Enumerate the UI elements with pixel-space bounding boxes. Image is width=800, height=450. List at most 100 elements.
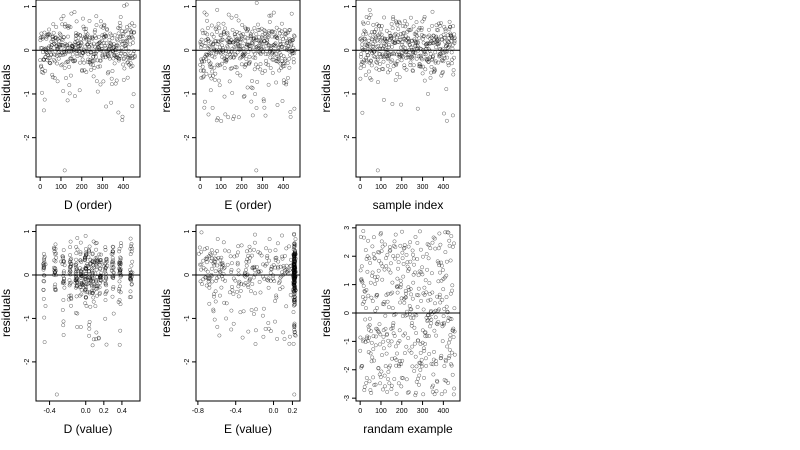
data-point <box>76 32 80 37</box>
data-point <box>277 68 282 73</box>
data-point <box>110 294 115 299</box>
data-point <box>422 348 427 353</box>
data-point <box>400 34 405 39</box>
data-point <box>234 65 239 70</box>
data-point <box>201 68 206 73</box>
data-point <box>260 313 265 318</box>
data-point <box>411 63 416 68</box>
data-point <box>448 337 452 342</box>
data-point <box>288 114 293 119</box>
data-point <box>267 237 272 242</box>
data-point <box>441 59 446 64</box>
data-point <box>200 28 205 33</box>
data-point <box>97 275 102 280</box>
data-point <box>449 61 454 66</box>
y-tick-label: -2 <box>24 359 31 365</box>
data-point <box>273 248 278 253</box>
data-point <box>401 262 406 266</box>
data-point <box>119 45 124 50</box>
data-point <box>364 31 369 36</box>
data-point <box>47 60 52 65</box>
x-tick-label: 200 <box>76 184 88 191</box>
data-point <box>289 11 294 16</box>
data-point <box>267 258 271 263</box>
data-point <box>254 265 259 269</box>
data-point <box>129 242 134 246</box>
data-point <box>365 336 369 341</box>
data-point <box>280 285 285 290</box>
data-point <box>380 54 385 59</box>
data-point <box>436 28 440 33</box>
data-point <box>447 340 451 345</box>
data-point <box>386 369 391 374</box>
data-point <box>393 312 398 316</box>
data-point <box>361 235 366 240</box>
y-tick-label: 0 <box>184 48 191 52</box>
data-point <box>446 230 451 235</box>
data-point <box>75 247 80 252</box>
data-point <box>234 29 239 34</box>
data-point <box>363 248 368 253</box>
data-point <box>266 285 271 290</box>
data-point <box>91 295 96 300</box>
y-tick-label: 1 <box>24 5 31 9</box>
data-point <box>386 54 391 59</box>
data-point <box>287 268 292 273</box>
data-point <box>100 49 105 54</box>
data-point <box>112 33 117 38</box>
data-point <box>393 256 398 261</box>
data-point <box>292 261 297 266</box>
data-point <box>266 62 271 67</box>
data-point <box>440 268 445 272</box>
data-point <box>382 373 387 378</box>
data-point <box>364 381 369 386</box>
data-point <box>365 269 370 274</box>
data-point <box>384 38 389 43</box>
data-point <box>81 16 85 21</box>
data-point <box>213 259 218 264</box>
data-point <box>238 288 243 293</box>
data-point <box>411 24 416 29</box>
data-point <box>414 20 419 25</box>
data-point <box>287 39 292 44</box>
data-point <box>128 236 133 241</box>
data-point <box>429 317 434 322</box>
data-point <box>374 334 378 339</box>
data-point <box>377 35 382 40</box>
data-point <box>281 330 286 335</box>
data-point <box>368 351 373 356</box>
data-point <box>441 314 446 319</box>
data-point <box>444 48 449 53</box>
data-point <box>74 261 79 266</box>
data-point <box>292 323 297 328</box>
data-point <box>132 53 137 58</box>
data-point <box>293 333 298 338</box>
data-point <box>266 29 271 34</box>
data-point <box>116 58 121 63</box>
data-point <box>87 322 92 327</box>
data-point <box>53 36 58 41</box>
x-tick-label: 400 <box>278 184 290 191</box>
data-point <box>416 54 421 59</box>
data-point <box>402 300 407 305</box>
data-point <box>220 55 225 60</box>
data-point <box>266 82 271 87</box>
data-point <box>90 284 95 289</box>
data-point <box>375 55 380 60</box>
data-point <box>364 306 368 311</box>
data-point <box>408 240 413 245</box>
data-point <box>372 49 377 54</box>
data-point <box>384 39 389 44</box>
data-point <box>426 59 431 64</box>
data-point <box>391 321 396 326</box>
data-point <box>280 44 285 49</box>
data-point <box>74 284 79 289</box>
data-point <box>214 276 219 281</box>
data-point <box>74 19 79 24</box>
data-point <box>359 38 364 43</box>
data-point <box>87 291 92 296</box>
data-point <box>401 31 405 36</box>
data-point <box>388 261 393 266</box>
data-point <box>421 346 426 351</box>
data-point <box>56 56 61 61</box>
